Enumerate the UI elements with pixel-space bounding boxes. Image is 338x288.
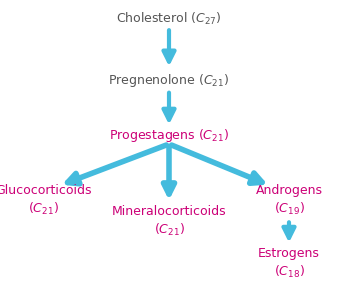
Text: Cholesterol $(C_{27})$: Cholesterol $(C_{27})$ <box>116 11 222 27</box>
Text: $(C_{19})$: $(C_{19})$ <box>273 201 305 217</box>
Text: Pregnenolone $(C_{21})$: Pregnenolone $(C_{21})$ <box>108 72 230 89</box>
Text: $(C_{21})$: $(C_{21})$ <box>28 201 59 217</box>
Text: Androgens: Androgens <box>256 183 322 197</box>
Text: $(C_{21})$: $(C_{21})$ <box>153 222 185 238</box>
Text: Mineralocorticoids: Mineralocorticoids <box>112 205 226 218</box>
Text: Progestagens $(C_{21})$: Progestagens $(C_{21})$ <box>109 127 229 144</box>
Text: Estrogens: Estrogens <box>258 247 320 260</box>
Text: Glucocorticoids: Glucocorticoids <box>0 183 92 197</box>
Text: $(C_{18})$: $(C_{18})$ <box>273 264 305 280</box>
